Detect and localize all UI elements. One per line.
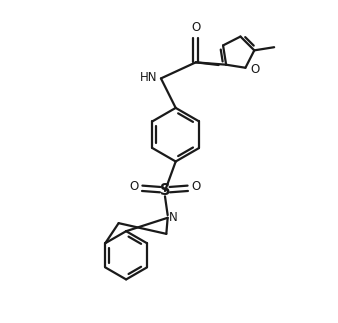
Text: O: O <box>191 21 200 34</box>
Text: S: S <box>160 183 171 198</box>
Text: O: O <box>192 181 201 193</box>
Text: O: O <box>250 63 260 76</box>
Text: N: N <box>169 211 178 224</box>
Text: HN: HN <box>140 71 158 84</box>
Text: O: O <box>129 181 138 193</box>
